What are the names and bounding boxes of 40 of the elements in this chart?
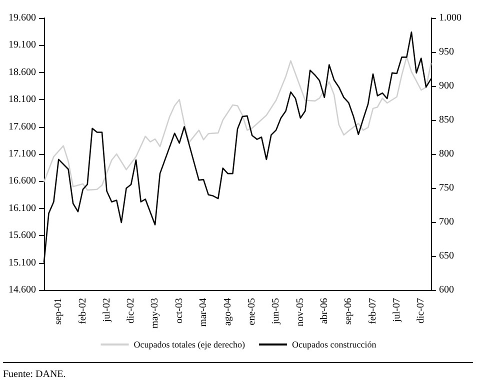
legend-label: Ocupados totales (eje derecho)	[134, 340, 245, 350]
y2-tick-label: 1.000	[439, 12, 462, 24]
y2-tick-label: 850	[439, 114, 454, 126]
legend-label: Ocupados construcción	[292, 340, 377, 350]
y-tick-label: 15.600	[8, 230, 36, 242]
x-tick-label: ene-05	[246, 298, 258, 326]
y2-tick-label: 700	[439, 216, 454, 228]
x-tick-label: feb-07	[368, 298, 379, 324]
line-series	[43, 56, 432, 191]
x-tick-label: jul-07	[391, 298, 402, 323]
x-tick-label: nov-05	[294, 298, 306, 326]
y2-tick-label: 800	[439, 148, 454, 160]
x-tick-label: sep-01	[53, 298, 64, 325]
y-tick-label: 16.600	[8, 176, 36, 187]
x-tick-label: oct-03	[174, 298, 185, 324]
x-tick-label: abr-06	[318, 298, 330, 324]
y-tick-label: 17.100	[8, 148, 36, 160]
y2-tick-label: 600	[439, 284, 454, 296]
y-tick-label: 19.100	[8, 40, 36, 51]
y-tick-label: 18.600	[8, 66, 36, 78]
x-tick-label: jun-05	[270, 298, 282, 326]
x-tick-label: may-03	[150, 298, 161, 329]
x-tick-label: dic-07	[416, 298, 427, 324]
source-note: Fuente: DANE.	[3, 369, 66, 380]
y-tick-label: 17.600	[8, 121, 36, 132]
y2-tick-label: 750	[439, 182, 454, 194]
x-tick-label: ago-04	[222, 298, 234, 326]
y-tick-label: 16.100	[8, 202, 36, 214]
y2-tick-label: 900	[439, 80, 454, 92]
y-tick-label: 19.600	[8, 12, 36, 24]
y-tick-label: 18.100	[8, 94, 36, 106]
y-tick-label: 15.100	[8, 257, 36, 268]
y2-tick-label: 950	[439, 46, 454, 58]
x-tick-label: sep-06	[343, 298, 354, 325]
x-tick-label: mar-04	[198, 298, 210, 327]
y2-tick-label: 650	[439, 250, 454, 262]
x-tick-label: dic-02	[126, 298, 137, 324]
x-tick-label: feb-02	[77, 298, 88, 324]
x-tick-label: jul-02	[101, 298, 112, 323]
y-tick-label: 14.600	[8, 284, 36, 296]
